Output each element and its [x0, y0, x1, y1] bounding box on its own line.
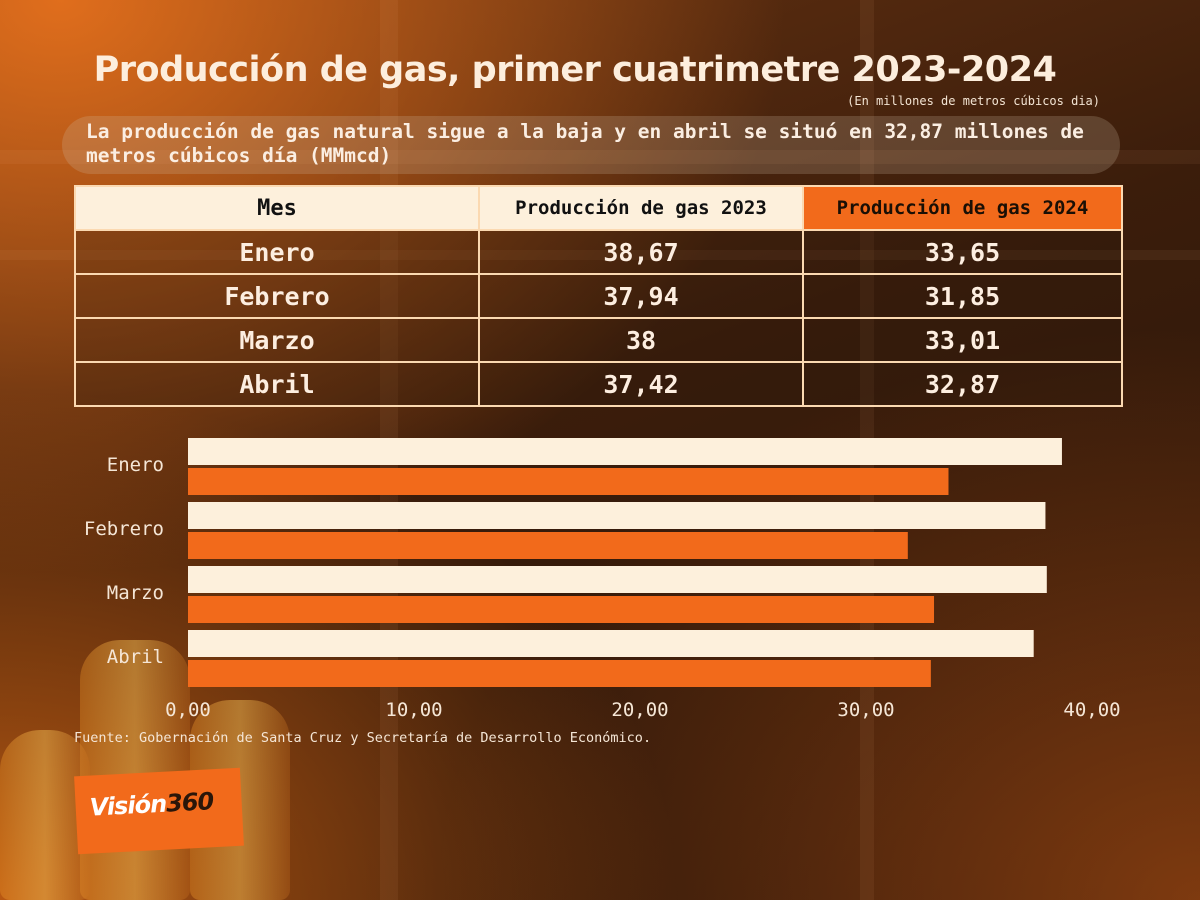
logo-text: Visión360: [88, 787, 214, 822]
bar-enero-s2: [188, 468, 949, 495]
bar-marzo-s2: [188, 596, 935, 623]
header-month: Mes: [74, 185, 480, 231]
x-tick-label: 20,00: [611, 699, 668, 721]
source-note: Fuente: Gobernación de Santa Cruz y Secr…: [74, 730, 652, 746]
category-label: Enero: [107, 454, 164, 476]
header-2024: Producción de gas 2024: [802, 185, 1123, 231]
cell-month: Febrero: [74, 273, 480, 319]
category-label: Abril: [107, 646, 164, 668]
x-tick-label: 10,00: [385, 699, 442, 721]
cell-2024: 33,01: [802, 317, 1123, 363]
units-note: (En millones de metros cúbicos dia): [847, 94, 1100, 108]
cell-month: Abril: [74, 361, 480, 407]
page-title: Producción de gas, primer cuatrimetre 20…: [93, 50, 1057, 90]
table-row: Marzo 38 33,01: [74, 317, 1123, 363]
bar-abril-s2: [188, 660, 931, 687]
cell-month: Marzo: [74, 317, 480, 363]
subtitle: La producción de gas natural sigue a la …: [62, 116, 1120, 174]
bar-febrero-s2: [188, 532, 908, 559]
category-label: Febrero: [84, 518, 164, 540]
category-label: Marzo: [107, 582, 164, 604]
cell-2023: 38: [478, 317, 804, 363]
cell-2023: 37,42: [478, 361, 804, 407]
table-header-row: Mes Producción de gas 2023 Producción de…: [74, 185, 1123, 231]
x-tick-label: 30,00: [837, 699, 894, 721]
vision360-logo: Visión360: [74, 767, 244, 855]
table-row: Enero 38,67 33,65: [74, 229, 1123, 275]
cell-2023: 38,67: [478, 229, 804, 275]
cell-2024: 33,65: [802, 229, 1123, 275]
cell-2024: 32,87: [802, 361, 1123, 407]
x-tick-label: 0,00: [165, 699, 211, 721]
table-row: Febrero 37,94 31,85: [74, 273, 1123, 319]
header-2023: Producción de gas 2023: [478, 185, 804, 231]
cell-month: Enero: [74, 229, 480, 275]
bar-marzo-s1: [188, 566, 1047, 593]
bar-chart: Enero Febrero Marzo Abril 0,00 10,00 20,00 30,0…: [84, 438, 1121, 721]
x-tick-label: 40,00: [1063, 699, 1120, 721]
bar-abril-s1: [188, 630, 1034, 657]
cell-2023: 37,94: [478, 273, 804, 319]
bar-febrero-s1: [188, 502, 1046, 529]
table-row: Abril 37,42 32,87: [74, 361, 1123, 407]
production-table: Mes Producción de gas 2023 Producción de…: [74, 185, 1123, 407]
cell-2024: 31,85: [802, 273, 1123, 319]
bar-enero-s1: [188, 438, 1062, 465]
